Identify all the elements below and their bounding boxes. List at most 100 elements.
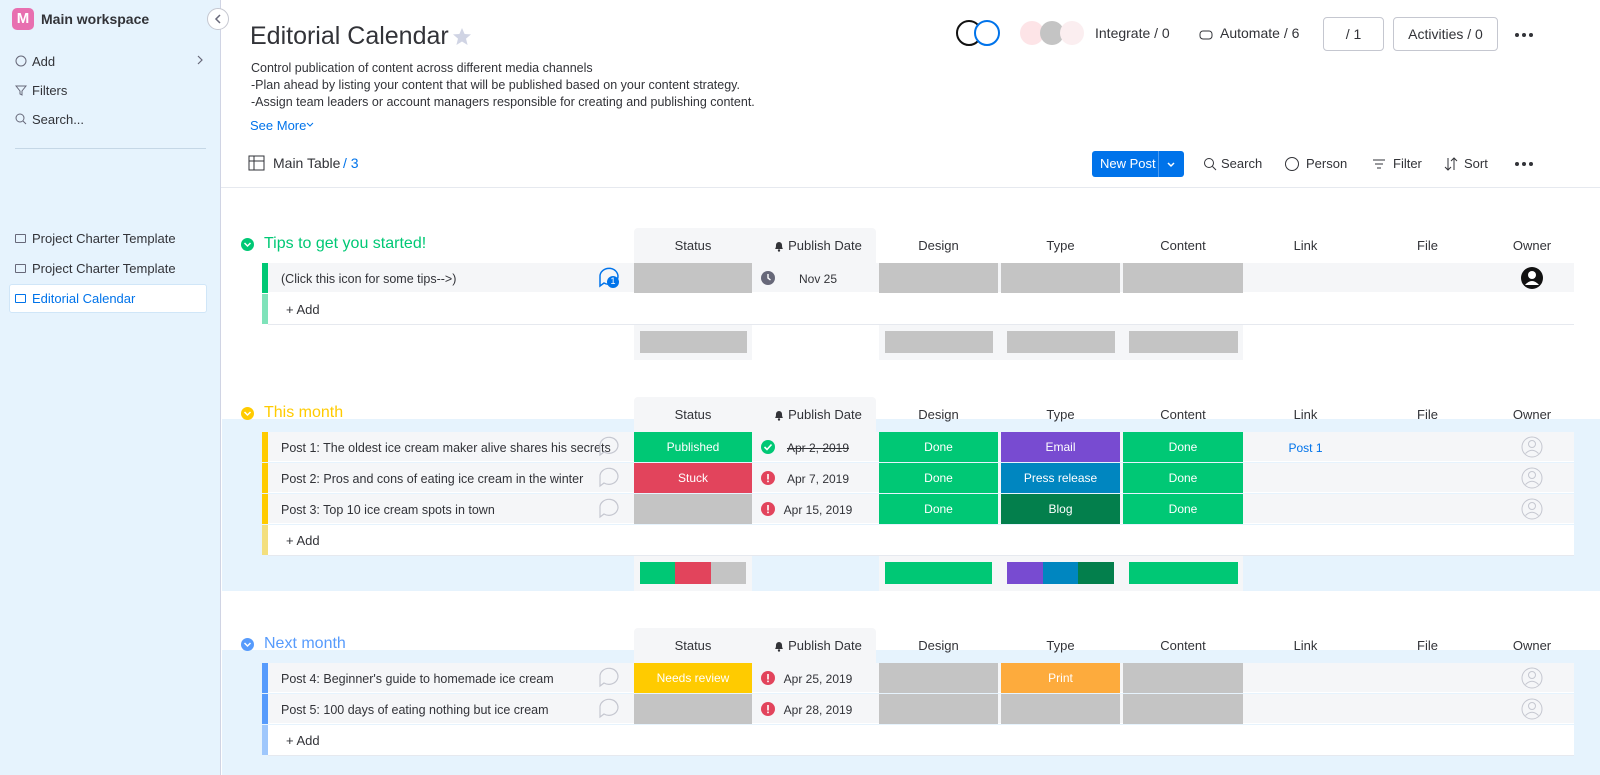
design-cell[interactable] — [879, 663, 998, 693]
status-cell[interactable] — [634, 694, 752, 724]
members-count: / 1 — [1345, 26, 1362, 42]
member-avatars[interactable] — [955, 19, 1005, 49]
content-cell[interactable] — [1123, 694, 1243, 724]
item-name[interactable]: Post 4: Beginner's guide to homemade ice… — [281, 672, 554, 686]
column-header[interactable]: File — [1417, 238, 1438, 253]
add-item[interactable]: + Add — [286, 302, 320, 317]
group-title[interactable]: This month — [264, 404, 344, 421]
filter[interactable]: Filter — [1393, 156, 1422, 171]
star-icon[interactable] — [452, 27, 472, 47]
type-cell[interactable] — [1001, 694, 1120, 724]
design-cell[interactable] — [879, 694, 998, 724]
status-label: Stuck — [677, 471, 708, 485]
column-header[interactable]: Owner — [1512, 407, 1552, 422]
see-more[interactable]: See More — [250, 118, 307, 133]
collapse-button[interactable] — [207, 8, 229, 30]
owner-avatar — [1521, 698, 1543, 720]
type-cell[interactable]: Press release — [1001, 463, 1120, 493]
design-cell[interactable] — [879, 263, 998, 293]
group-title[interactable]: Next month — [264, 635, 346, 652]
item-name[interactable]: Post 3: Top 10 ice cream spots in town — [281, 503, 495, 517]
column-header[interactable]: Publish Date — [788, 407, 862, 422]
more-menu[interactable] — [1514, 32, 1534, 38]
status-cell[interactable]: Needs review — [634, 663, 752, 693]
column-header[interactable]: File — [1417, 638, 1438, 653]
item-name[interactable]: Post 5: 100 days of eating nothing but i… — [281, 703, 549, 717]
column-header[interactable]: Design — [918, 407, 959, 422]
publish-date[interactable]: Apr 15, 2019 — [783, 503, 853, 517]
column-header[interactable]: Content — [1160, 238, 1206, 253]
design-cell[interactable]: Done — [879, 494, 998, 524]
column-header[interactable]: Design — [918, 238, 959, 253]
publish-date[interactable]: Apr 2, 2019 — [786, 441, 850, 455]
column-header[interactable]: Type — [1046, 238, 1075, 253]
add-item[interactable]: + Add — [286, 533, 320, 548]
design-cell[interactable]: Done — [879, 463, 998, 493]
table — [248, 155, 265, 171]
date-icon-svg — [761, 671, 775, 685]
column-header[interactable]: Owner — [1512, 638, 1552, 653]
workspace-logo[interactable]: M — [12, 8, 34, 30]
sort[interactable]: Sort — [1464, 156, 1488, 171]
content-cell[interactable]: Done — [1123, 494, 1243, 524]
design-cell[interactable]: Done — [879, 432, 998, 462]
integrate[interactable]: Integrate / 0 — [1095, 25, 1170, 41]
automate[interactable]: Automate / 6 — [1220, 25, 1300, 41]
publish-date[interactable]: Nov 25 — [798, 272, 838, 286]
column-header[interactable]: Type — [1046, 638, 1075, 653]
status-cell[interactable]: Stuck — [634, 463, 752, 493]
column-header[interactable]: Publish Date — [788, 638, 862, 653]
item-name[interactable]: Post 1: The oldest ice cream maker alive… — [281, 441, 611, 455]
link[interactable]: Post 1 — [1288, 441, 1323, 455]
content-cell[interactable] — [1123, 663, 1243, 693]
view-count[interactable]: / 3 — [343, 155, 359, 171]
search[interactable]: Search — [1221, 156, 1263, 171]
activities-button[interactable]: Activities / 0 — [1393, 17, 1498, 51]
menu-item[interactable]: Add — [32, 54, 56, 69]
publish-date[interactable]: Apr 25, 2019 — [783, 672, 853, 686]
add-item[interactable]: + Add — [286, 733, 320, 748]
group-title[interactable]: Tips to get you started! — [264, 235, 427, 252]
column-header[interactable]: Status — [674, 407, 712, 422]
summary-segment — [1129, 562, 1166, 584]
menu-icon — [15, 113, 27, 125]
column-header[interactable]: Link — [1293, 638, 1318, 653]
column-header[interactable]: Content — [1160, 638, 1206, 653]
column-header[interactable]: File — [1417, 407, 1438, 422]
column-header[interactable]: Status — [674, 638, 712, 653]
status-cell[interactable] — [634, 263, 752, 293]
menu-item[interactable]: Search... — [32, 112, 85, 127]
more-menu[interactable] — [1514, 161, 1534, 167]
type-cell[interactable]: Blog — [1001, 494, 1120, 524]
type-cell[interactable]: Email — [1001, 432, 1120, 462]
column-header[interactable]: Link — [1293, 407, 1318, 422]
column-header[interactable]: Status — [674, 238, 712, 253]
column-header[interactable]: Link — [1293, 238, 1318, 253]
view-name[interactable]: Main Table — [273, 155, 341, 171]
status-cell[interactable] — [634, 494, 752, 524]
board-item[interactable]: Editorial Calendar — [32, 291, 136, 306]
summary-segment — [1007, 331, 1115, 353]
item-name[interactable]: (Click this icon for some tips-->) — [281, 272, 457, 286]
members-button[interactable]: / 1 — [1323, 17, 1384, 51]
column-header[interactable]: Type — [1046, 407, 1075, 422]
content-cell[interactable]: Done — [1123, 463, 1243, 493]
content-cell[interactable]: Done — [1123, 432, 1243, 462]
new-post-button[interactable]: New Post — [1092, 151, 1184, 177]
column-header[interactable]: Design — [918, 638, 959, 653]
column-header[interactable]: Publish Date — [788, 238, 862, 253]
workspace-name[interactable]: Main workspace — [41, 11, 150, 27]
type-cell[interactable]: Print — [1001, 663, 1120, 693]
item-name[interactable]: Post 2: Pros and cons of eating ice crea… — [281, 472, 584, 486]
board-item[interactable]: Project Charter Template — [32, 231, 176, 246]
status-cell[interactable]: Published — [634, 432, 752, 462]
board-item[interactable]: Project Charter Template — [32, 261, 176, 276]
column-header[interactable]: Owner — [1512, 238, 1552, 253]
content-cell[interactable] — [1123, 263, 1243, 293]
person[interactable]: Person — [1306, 156, 1348, 171]
column-header[interactable]: Content — [1160, 407, 1206, 422]
menu-item[interactable]: Filters — [32, 83, 68, 98]
publish-date[interactable]: Apr 28, 2019 — [783, 703, 853, 717]
type-cell[interactable] — [1001, 263, 1120, 293]
publish-date[interactable]: Apr 7, 2019 — [786, 472, 850, 486]
